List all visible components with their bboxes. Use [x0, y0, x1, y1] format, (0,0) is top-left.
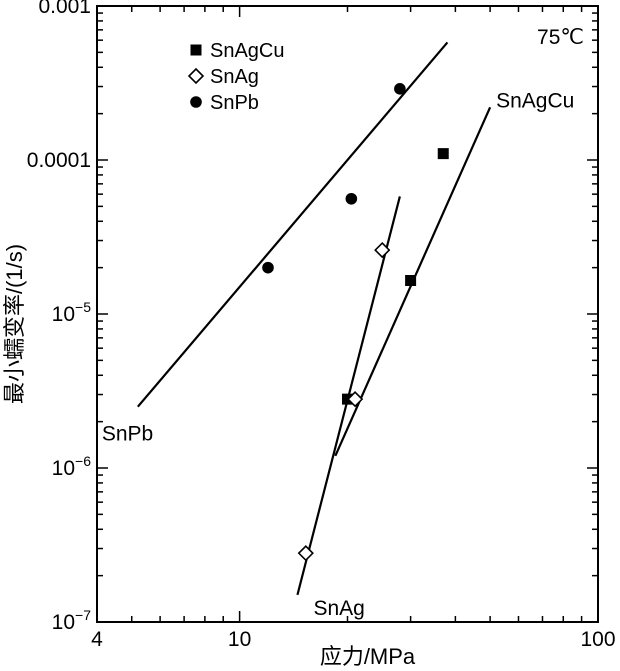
point-snpb: [394, 82, 406, 95]
point-snagcu: [437, 148, 449, 160]
point-snag: [374, 241, 391, 259]
y-tick-label: 0.001: [38, 0, 91, 18]
legend-marker-snag: [187, 67, 205, 85]
point-snag: [346, 391, 364, 408]
y-tick-label: 10−5: [52, 299, 92, 326]
point-snagcu: [405, 275, 417, 287]
y-tick-exponent: −5: [75, 299, 91, 315]
y-axis-title: 最小蠕变率/(1/s): [2, 244, 27, 404]
point-snpb: [345, 192, 358, 205]
y-tick-base: 10: [52, 457, 75, 480]
line-label-snpb: SnPb: [102, 423, 153, 446]
x-ticks: 4 10 100: [91, 6, 616, 651]
y-tick-exponent: −6: [75, 453, 91, 469]
line-label-snag: SnAg: [313, 597, 364, 620]
x-axis-title: 应力/MPa: [320, 644, 416, 669]
fit-lines: SnAgCu SnAg SnPb: [102, 41, 574, 620]
legend-marker-snagcu: [190, 44, 202, 56]
point-snpb: [262, 261, 274, 274]
x-tick-label: 4: [91, 628, 103, 651]
y-tick-exponent: −7: [75, 607, 91, 623]
x-tick-label: 100: [580, 628, 615, 651]
point-snag: [297, 545, 314, 562]
data-points: [262, 82, 449, 562]
y-tick-label: 0.0001: [27, 149, 91, 172]
legend-marker-snpb: [190, 96, 202, 108]
legend-label-snag: SnAg: [210, 66, 259, 88]
line-label-snagcu: SnAgCu: [496, 89, 574, 112]
y-tick-base: 10: [52, 303, 75, 326]
legend-label-snpb: SnPb: [210, 92, 259, 114]
temperature-annotation: 75℃: [537, 26, 584, 49]
legend: SnAgCu SnAg SnPb: [187, 40, 285, 114]
y-tick-label: 10−6: [52, 453, 92, 480]
legend-label-snagcu: SnAgCu: [210, 40, 285, 62]
y-tick-base: 10: [52, 611, 75, 634]
y-tick-label: 10−7: [52, 607, 92, 634]
x-tick-label: 10: [228, 628, 251, 651]
fit-line-snpb: [136, 41, 449, 408]
